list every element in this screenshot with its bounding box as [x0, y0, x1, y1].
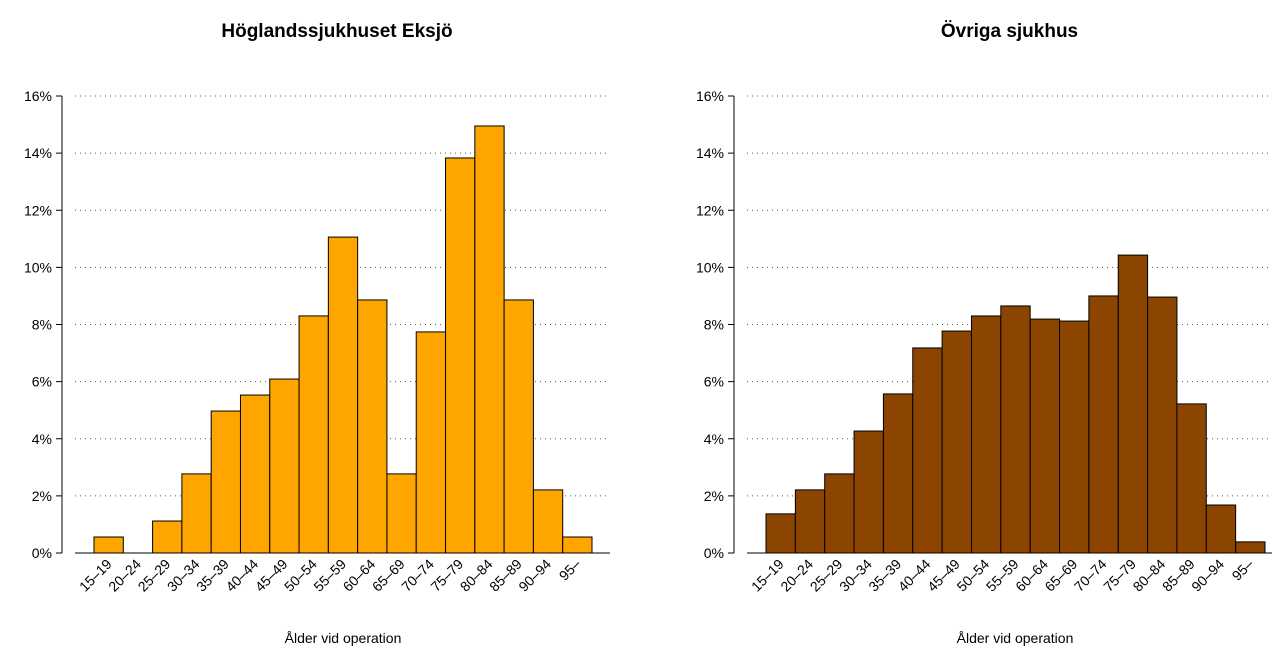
y-tick-label: 16% [696, 88, 724, 104]
x-tick-label: 95– [1229, 556, 1257, 584]
y-tick-label: 2% [704, 488, 724, 504]
x-axis-label: Ålder vid operation [285, 630, 402, 646]
y-tick-label: 12% [24, 202, 52, 218]
x-tick-label: 85–89 [1159, 556, 1198, 595]
x-tick-label: 25–29 [807, 556, 846, 595]
y-tick-label: 0% [704, 545, 724, 561]
x-tick-label: 15–19 [76, 556, 115, 595]
x-tick-label: 65–69 [1041, 556, 1080, 595]
bar [882, 393, 914, 554]
x-tick-label: 90–94 [1188, 556, 1227, 595]
x-tick-label: 95– [556, 556, 584, 584]
x-tick-label: 60–64 [340, 556, 379, 595]
x-tick-label: 90–94 [515, 556, 554, 595]
y-tick-label: 12% [696, 202, 724, 218]
y-tick-label: 8% [704, 317, 724, 333]
x-tick-label: 70–74 [398, 556, 437, 595]
x-tick-label: 45–49 [924, 556, 963, 595]
y-tick-label: 4% [704, 431, 724, 447]
bar [386, 473, 417, 554]
x-tick-label: 40–44 [222, 556, 261, 595]
bar [445, 157, 476, 554]
x-tick-label: 25–29 [135, 556, 174, 595]
x-tick-label: 65–69 [369, 556, 408, 595]
x-tick-label: 35–39 [865, 556, 904, 595]
bar [1000, 305, 1031, 554]
x-tick-label: 40–44 [895, 556, 934, 595]
bar [1176, 403, 1207, 554]
y-tick-label: 16% [24, 88, 52, 104]
bar [152, 520, 183, 554]
x-tick-label: 20–24 [777, 556, 816, 595]
bar [765, 513, 796, 554]
bar [210, 410, 241, 554]
x-tick-label: 75–79 [1100, 556, 1139, 595]
x-tick-label: 35–39 [193, 556, 232, 595]
x-axis-label: Ålder vid operation [957, 630, 1074, 646]
bar [970, 315, 1002, 554]
bar [941, 330, 972, 554]
bar [357, 299, 388, 554]
y-tick-label: 0% [32, 545, 52, 561]
bar [1059, 320, 1090, 554]
y-tick-label: 2% [32, 488, 52, 504]
bar [1088, 295, 1119, 554]
bar [503, 299, 534, 554]
y-tick-label: 10% [24, 259, 52, 275]
x-tick-label: 60–64 [1012, 556, 1051, 595]
x-tick-label: 30–34 [836, 556, 875, 595]
x-tick-label: 50–54 [953, 556, 992, 595]
x-tick-label: 80–84 [1130, 556, 1169, 595]
bar [181, 473, 212, 554]
bar [912, 347, 943, 554]
y-tick-label: 6% [32, 374, 52, 390]
y-tick-label: 8% [32, 317, 52, 333]
bar [1205, 504, 1237, 554]
bar [532, 489, 564, 554]
y-tick-label: 14% [696, 145, 724, 161]
bar [269, 378, 300, 554]
x-tick-label: 50–54 [281, 556, 320, 595]
y-tick-label: 6% [704, 374, 724, 390]
chart-panel: Övriga sjukhus Ålder vid operation 0% 2% 4% 6… [696, 21, 1272, 646]
x-tick-label: 70–74 [1071, 556, 1110, 595]
bar [853, 430, 884, 554]
chart-title: Övriga sjukhus [941, 21, 1078, 42]
y-tick-label: 14% [24, 145, 52, 161]
x-tick-label: 55–59 [310, 556, 349, 595]
bar [298, 315, 329, 554]
bar [93, 536, 124, 554]
x-tick-label: 75–79 [427, 556, 466, 595]
x-tick-label: 80–84 [457, 556, 496, 595]
x-tick-label: 45–49 [252, 556, 291, 595]
bar [1117, 254, 1149, 554]
bar [794, 489, 826, 554]
chart-panel: Höglandssjukhuset Eksjö Ålder vid operati… [24, 21, 610, 646]
bar [1147, 296, 1178, 554]
bar [474, 125, 505, 554]
bar [1029, 318, 1061, 554]
y-tick-label: 4% [32, 431, 52, 447]
x-tick-label: 20–24 [105, 556, 144, 595]
x-tick-label: 85–89 [486, 556, 525, 595]
y-tick-label: 10% [696, 259, 724, 275]
x-tick-label: 15–19 [748, 556, 787, 595]
bar [239, 394, 271, 554]
bar [327, 236, 359, 554]
x-tick-label: 30–34 [164, 556, 203, 595]
bar [1235, 541, 1266, 554]
bar [562, 536, 593, 554]
x-tick-label: 55–59 [983, 556, 1022, 595]
bar [824, 473, 855, 554]
bar [415, 331, 447, 554]
chart-title: Höglandssjukhuset Eksjö [221, 21, 452, 42]
